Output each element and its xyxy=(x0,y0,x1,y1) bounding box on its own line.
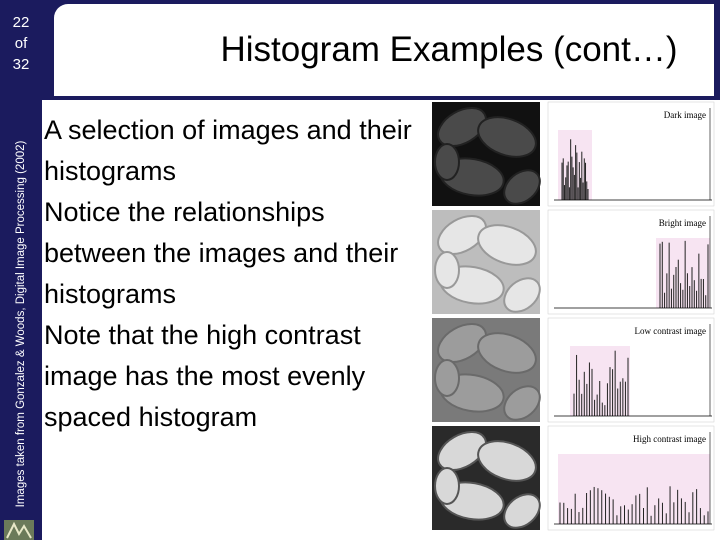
pollen-grain xyxy=(503,169,541,205)
slide-title: Histogram Examples (cont…) xyxy=(220,30,678,69)
histogram-range xyxy=(558,454,710,524)
pollen-grain xyxy=(437,323,487,363)
figures: Dark image Bright image Low contrast image… xyxy=(432,101,715,531)
paragraph: A selection of images and their histogra… xyxy=(44,115,412,186)
histogram: High contrast image xyxy=(547,425,715,531)
pollen-grain xyxy=(437,431,487,471)
title-box: Histogram Examples (cont…) xyxy=(54,4,714,96)
page-total: 32 xyxy=(12,56,30,73)
pollen-grain xyxy=(434,359,460,397)
paragraph: Notice the relationships between the ima… xyxy=(44,197,399,309)
pollen-grain xyxy=(477,440,537,482)
page-of: of xyxy=(14,35,28,52)
photo xyxy=(432,102,541,206)
pollen-grain xyxy=(437,215,487,255)
pollen-grain xyxy=(477,116,537,158)
pollen-grain xyxy=(434,467,460,505)
pollen-grain xyxy=(477,224,537,266)
histogram: Low contrast image xyxy=(547,317,715,423)
pollen-grain xyxy=(503,385,541,421)
histogram: Dark image xyxy=(547,101,715,207)
photo xyxy=(432,318,541,422)
logo xyxy=(4,520,34,540)
image-credit: Images taken from Gonzalez & Woods, Digi… xyxy=(15,140,27,508)
paragraph: Note that the high contrast image has th… xyxy=(44,320,366,432)
pollen-grain xyxy=(434,143,460,181)
histogram-label: Bright image xyxy=(659,218,706,228)
pollen-grain xyxy=(434,251,460,289)
photo xyxy=(432,426,541,530)
photo xyxy=(432,210,541,314)
page-current: 22 xyxy=(12,14,30,31)
histogram-label: High contrast image xyxy=(633,434,706,444)
pollen-grain xyxy=(503,277,541,313)
histogram: Bright image xyxy=(547,209,715,315)
pollen-grain xyxy=(503,493,541,529)
pollen-grain xyxy=(477,332,537,374)
histogram-label: Dark image xyxy=(664,110,706,120)
page-number: 22 of 32 xyxy=(0,12,42,75)
histogram-label: Low contrast image xyxy=(635,326,706,336)
pollen-grain xyxy=(437,107,487,147)
sidebar: 22 of 32 Images taken from Gonzalez & Wo… xyxy=(0,0,42,540)
body-text: A selection of images and their histogra… xyxy=(44,110,429,438)
